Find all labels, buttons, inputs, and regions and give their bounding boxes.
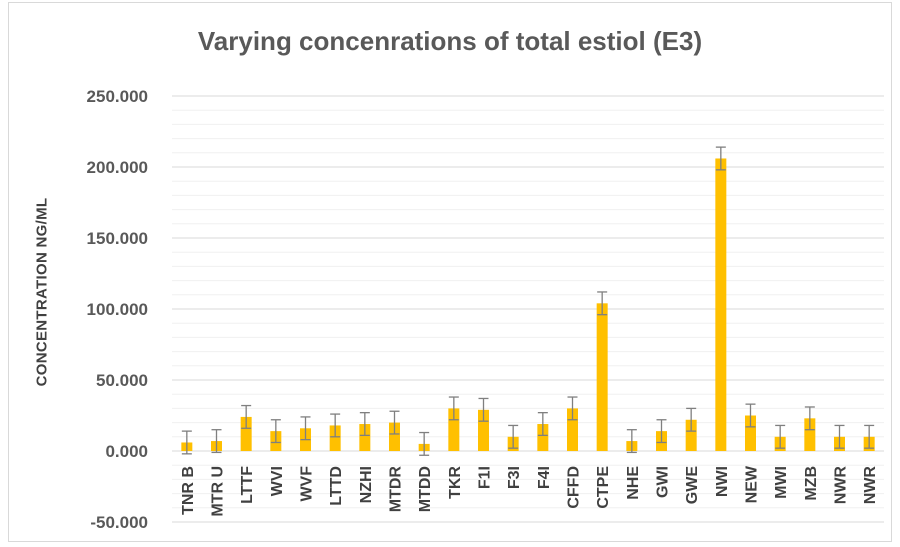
error-bar [330,413,341,438]
x-category-label: NWR [833,466,850,505]
x-category-label: NZHI [358,466,375,503]
x-category-labels: TNR B MTR U LTTF WVI WVF LTTD NZHI MTDR MTDD TKR F… [180,465,879,517]
x-category-label: LTTF [239,466,256,504]
error-bar [448,396,459,421]
x-category-label: CTPE [595,466,612,509]
error-bar [626,429,637,454]
y-tick-labels: 250.000 200.000 150.000 100.000 50.000 0.000 -… [87,87,148,532]
error-bar [567,396,578,421]
y-tick-label: 150.000 [87,229,148,248]
error-bar [508,424,519,449]
error-bar [389,410,400,435]
x-category-label: F3I [506,466,523,489]
bar [567,408,578,451]
error-bar [864,424,875,449]
bar [715,158,727,452]
error-bar [715,146,726,171]
x-category-label: MTDD [417,466,434,512]
x-category-label: WVF [299,466,316,502]
bar [329,425,341,451]
y-tick-label: 200.000 [87,158,148,177]
error-bar [419,431,430,456]
bar [596,303,608,451]
error-bar [537,412,548,437]
x-category-label: NHE [625,466,642,500]
error-bar [804,406,815,431]
error-bar [359,412,370,437]
error-bar [656,419,667,444]
x-category-label: NWR [862,466,879,505]
x-category-label: NEW [744,465,761,503]
x-category-label: MTDR [388,466,405,513]
x-category-label: WVI [269,466,286,496]
gridlines [172,95,884,523]
bar [537,424,549,451]
bar [448,408,460,451]
error-bar [597,291,608,316]
error-bar [834,424,845,449]
x-category-label: NWI [714,466,731,497]
chart-title: Varying concenrations of total estiol (E… [197,26,703,56]
bars [181,158,875,452]
error-bar [478,397,489,422]
y-tick-label: -50.000 [90,513,148,532]
x-category-label: GWE [684,466,701,505]
error-bar [775,424,786,449]
error-bars [181,146,875,456]
error-bar [300,416,311,441]
bar [804,418,816,451]
x-category-label: GWI [655,466,672,498]
bar [478,409,489,451]
x-category-label: MWI [773,466,790,499]
x-category-label: F1I [477,466,494,489]
x-category-label: LTTD [328,466,345,506]
error-bar [211,429,222,454]
bar [359,424,371,451]
error-bar [686,407,697,432]
bar [240,416,252,451]
chart-frame [8,2,892,542]
error-bar [745,403,756,428]
x-category-label: MTR U [210,466,227,517]
x-category-label: CFFD [566,466,583,509]
x-category-label: F4I [536,466,553,489]
x-category-label: TKR [447,466,464,499]
bar [685,419,697,451]
error-bar [181,430,192,455]
bar [389,422,400,451]
x-category-label: TNR B [180,466,197,515]
y-tick-label: 250.000 [87,87,148,106]
error-bar [241,404,252,429]
y-tick-label: 0.000 [105,442,148,461]
bar [745,415,756,451]
error-bar [270,419,281,444]
y-tick-label: 50.000 [96,371,148,390]
x-category-label: MZB [803,466,820,501]
y-tick-label: 100.000 [87,300,148,319]
